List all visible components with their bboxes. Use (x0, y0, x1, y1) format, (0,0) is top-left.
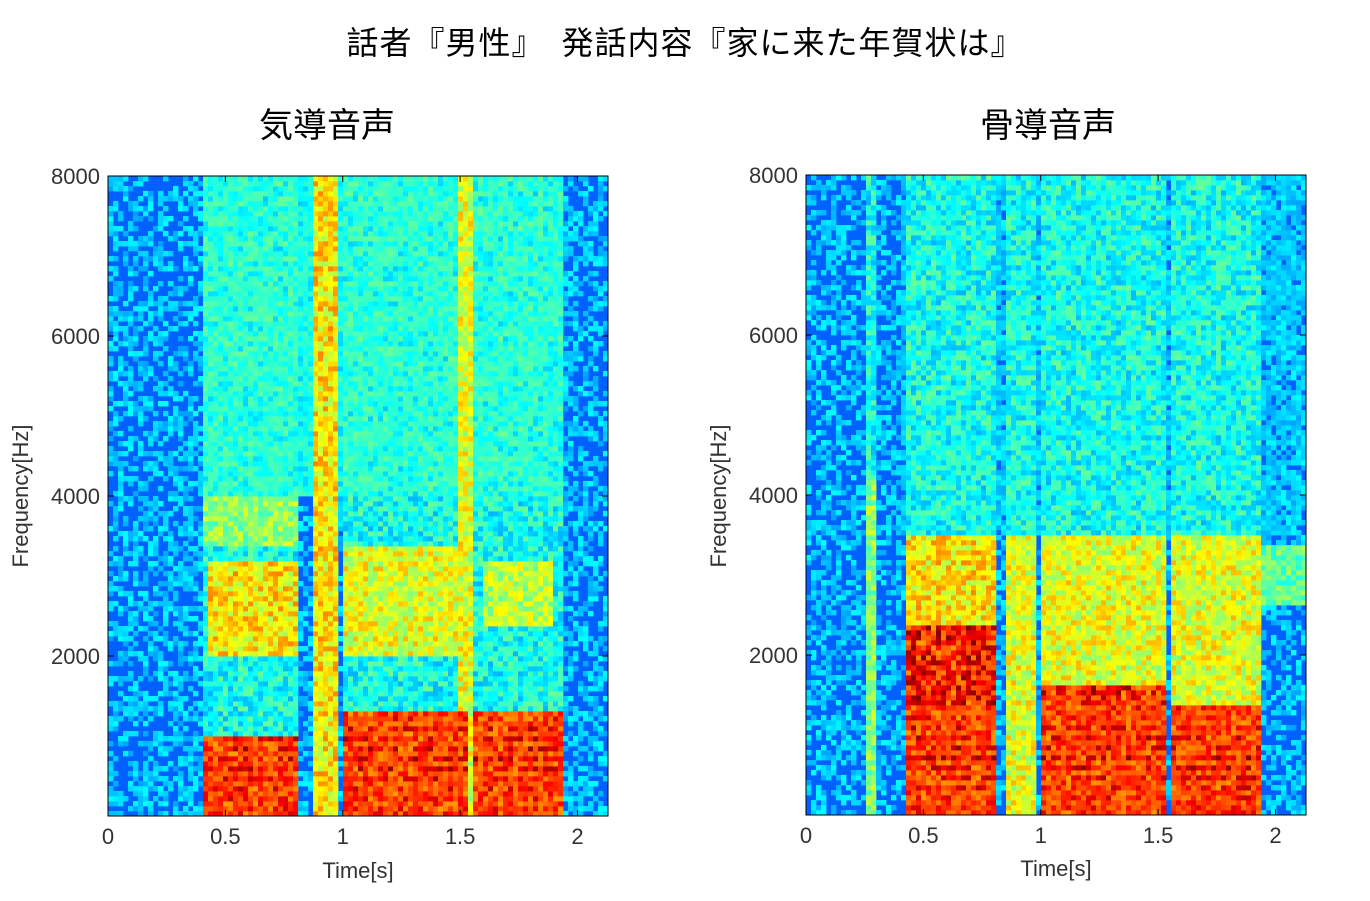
y-tick-label: 8000 (749, 163, 798, 188)
y-tick-label: 2000 (51, 644, 100, 669)
y-axis: 2000 4000 6000 8000 Frequency[Hz] (8, 164, 608, 669)
x-tick-label: 1 (337, 824, 349, 849)
air-conduction-title: 気導音声 (177, 98, 477, 147)
x-axis-label: Time[s] (1020, 856, 1091, 881)
x-axis: 0 0.5 1 1.5 2 Time[s] (102, 176, 584, 883)
spectrogram-background (806, 175, 1307, 816)
x-tick-label: 1.5 (1143, 823, 1174, 848)
x-tick-label: 0 (102, 824, 114, 849)
x-tick-label: 2 (571, 824, 583, 849)
x-tick-label: 0 (800, 823, 812, 848)
y-tick-label: 6000 (749, 323, 798, 348)
x-axis-label: Time[s] (322, 858, 393, 883)
x-tick-label: 0.5 (908, 823, 939, 848)
y-tick-label: 8000 (51, 164, 100, 189)
main-title: 話者『男性』 発話内容『家に来た年賀状は』 (0, 18, 1370, 64)
bone-conduction-title: 骨導音声 (898, 98, 1198, 147)
x-tick-label: 1.5 (445, 824, 476, 849)
x-tick-label: 1 (1035, 823, 1047, 848)
y-tick-label: 6000 (51, 324, 100, 349)
y-tick-label: 4000 (749, 483, 798, 508)
y-axis-label: Frequency[Hz] (8, 424, 33, 567)
spectrogram-background (108, 176, 609, 817)
y-axis-label: Frequency[Hz] (706, 424, 731, 567)
x-axis: 0 0.5 1 1.5 2 Time[s] (800, 175, 1282, 881)
y-tick-label: 4000 (51, 484, 100, 509)
x-tick-label: 0.5 (210, 824, 241, 849)
y-axis: 2000 4000 6000 8000 Frequency[Hz] (706, 163, 1306, 668)
y-tick-label: 2000 (749, 643, 798, 668)
x-tick-label: 2 (1269, 823, 1281, 848)
